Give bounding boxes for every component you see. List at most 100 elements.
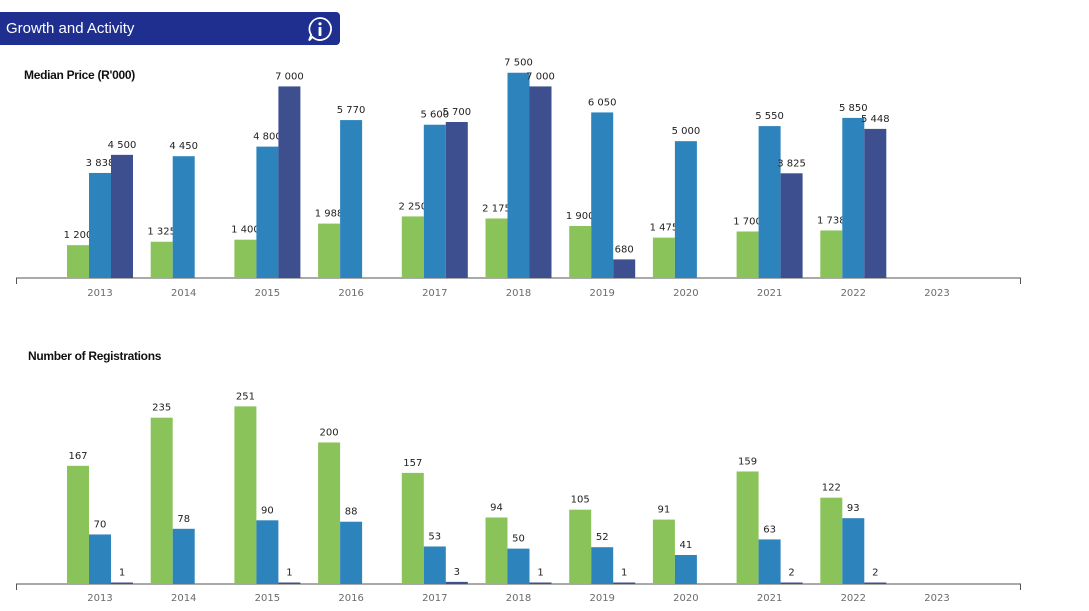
bar-2020-series-1[interactable] <box>652 519 675 584</box>
data-label: 1 400 <box>231 225 260 236</box>
data-label: 1 <box>621 568 627 579</box>
x-tick-label: 2020 <box>673 288 698 299</box>
bar-2015-series-2[interactable] <box>256 146 279 278</box>
data-label: 1 325 <box>147 227 176 238</box>
bar-2019-series-1[interactable] <box>569 226 592 278</box>
data-label: 93 <box>847 503 860 514</box>
bar-2013-series-1[interactable] <box>67 465 89 584</box>
bar-2015-series-2[interactable] <box>256 520 279 584</box>
x-tick-label: 2021 <box>757 288 782 299</box>
bar-2017-series-3[interactable] <box>445 122 468 278</box>
bar-2021-series-3[interactable] <box>780 173 803 278</box>
bar-2015-series-1[interactable] <box>234 239 257 278</box>
bar-2015-series-1[interactable] <box>234 406 257 584</box>
x-tick-label: 2013 <box>87 288 112 299</box>
data-label: 3 838 <box>86 158 115 169</box>
bar-2016-series-2[interactable] <box>340 521 363 584</box>
bar-2018-series-1[interactable] <box>485 517 508 584</box>
data-label: 1 <box>119 568 125 579</box>
x-tick-label: 2014 <box>171 593 196 604</box>
data-label: 3 825 <box>777 158 806 169</box>
data-label: 105 <box>571 495 590 506</box>
bar-2019-series-1[interactable] <box>569 509 592 584</box>
bar-2022-series-1[interactable] <box>820 497 843 584</box>
bar-2013-series-3[interactable] <box>111 582 133 585</box>
bar-2014-series-1[interactable] <box>150 241 173 278</box>
bar-2017-series-2[interactable] <box>423 124 446 278</box>
bar-2018-series-3[interactable] <box>529 86 552 278</box>
x-tick-label: 2020 <box>673 593 698 604</box>
bar-2022-series-3[interactable] <box>864 128 887 278</box>
data-label: 1 738 <box>817 215 846 226</box>
bar-2017-series-1[interactable] <box>401 216 424 278</box>
bar-2022-series-2[interactable] <box>842 518 865 584</box>
bar-2019-series-3[interactable] <box>613 582 636 585</box>
bar-2018-series-3[interactable] <box>529 582 552 585</box>
bar-2020-series-2[interactable] <box>674 554 697 584</box>
data-label: 1 200 <box>64 230 93 241</box>
bar-2016-series-1[interactable] <box>318 223 341 278</box>
bar-2014-series-2[interactable] <box>172 528 195 584</box>
x-tick-label: 2014 <box>171 288 196 299</box>
x-tick-label: 2019 <box>589 593 614 604</box>
data-label: 78 <box>177 514 190 525</box>
data-label: 4 800 <box>253 132 282 143</box>
data-label: 235 <box>152 403 171 414</box>
bar-2013-series-3[interactable] <box>111 154 133 278</box>
data-label: 157 <box>403 458 422 469</box>
x-tick-label: 2013 <box>87 593 112 604</box>
bar-2015-series-3[interactable] <box>278 86 301 278</box>
bar-2022-series-2[interactable] <box>842 117 865 278</box>
bar-2017-series-1[interactable] <box>401 472 424 584</box>
info-icon[interactable] <box>306 15 334 43</box>
bar-2021-series-3[interactable] <box>780 582 803 585</box>
bar-2014-series-2[interactable] <box>172 156 195 278</box>
bar-2019-series-3[interactable] <box>613 259 636 278</box>
bar-2016-series-2[interactable] <box>340 120 363 278</box>
bar-2020-series-2[interactable] <box>674 141 697 278</box>
x-tick-label: 2015 <box>255 593 280 604</box>
bar-2013-series-1[interactable] <box>67 245 89 278</box>
bar-2020-series-1[interactable] <box>652 237 675 278</box>
bar-2018-series-2[interactable] <box>507 548 530 584</box>
median-price-chart: 2013 1 200 3 838 4 500 2014 1 325 4 450 2015 1 4… <box>16 58 1021 299</box>
bar-2019-series-2[interactable] <box>591 547 614 584</box>
median-price-chart-title: Median Price (R'000) <box>24 68 135 82</box>
bar-2019-series-2[interactable] <box>591 112 614 278</box>
bar-2017-series-3[interactable] <box>445 581 468 584</box>
x-tick-label: 2016 <box>338 593 363 604</box>
data-label: 90 <box>261 505 274 516</box>
data-label: 167 <box>68 451 87 462</box>
bar-2022-series-1[interactable] <box>820 230 843 278</box>
data-label: 2 175 <box>482 203 511 214</box>
x-tick-label: 2018 <box>506 593 531 604</box>
bar-2021-series-1[interactable] <box>736 231 759 278</box>
registrations-chart-title: Number of Registrations <box>28 349 162 363</box>
bar-2021-series-2[interactable] <box>758 539 781 584</box>
data-label: 91 <box>658 505 671 516</box>
bar-2013-series-2[interactable] <box>89 534 111 584</box>
bar-2021-series-2[interactable] <box>758 126 781 279</box>
x-tick-label: 2021 <box>757 593 782 604</box>
data-label: 7 000 <box>526 71 555 82</box>
section-title: Growth and Activity <box>6 20 135 37</box>
data-label: 122 <box>822 483 841 494</box>
data-label: 63 <box>763 524 776 535</box>
bar-2013-series-2[interactable] <box>89 172 111 278</box>
bar-2016-series-1[interactable] <box>318 442 341 584</box>
bar-2018-series-2[interactable] <box>507 72 530 278</box>
data-label: 88 <box>345 507 358 518</box>
data-label: 159 <box>738 456 757 467</box>
bar-2021-series-1[interactable] <box>736 471 759 584</box>
bar-2022-series-3[interactable] <box>864 582 887 585</box>
section-header: Growth and Activity <box>0 12 340 45</box>
data-label: 1 475 <box>650 223 679 234</box>
x-tick-label: 2022 <box>841 288 866 299</box>
bar-2015-series-3[interactable] <box>278 582 301 585</box>
bar-2018-series-1[interactable] <box>485 218 508 278</box>
bar-2017-series-2[interactable] <box>423 546 446 584</box>
data-label: 7 500 <box>504 58 533 69</box>
data-label: 4 500 <box>108 140 137 151</box>
bar-2014-series-1[interactable] <box>150 417 173 584</box>
